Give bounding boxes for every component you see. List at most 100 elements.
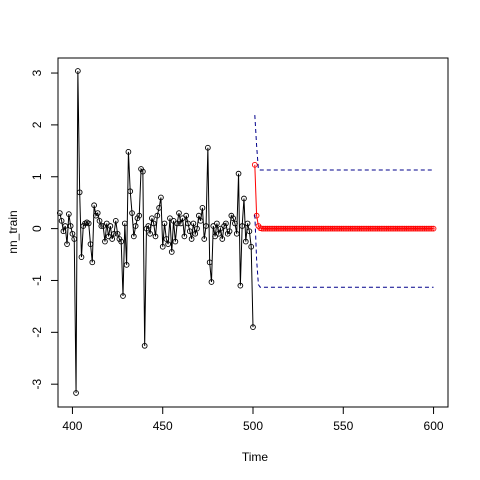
data-point bbox=[344, 225, 350, 232]
data-point bbox=[105, 233, 112, 240]
data-point bbox=[109, 236, 116, 242]
data-point bbox=[253, 212, 260, 219]
data-point bbox=[401, 225, 408, 232]
data-point bbox=[232, 220, 238, 227]
data-point bbox=[154, 212, 161, 219]
data-point bbox=[197, 217, 204, 224]
data-point bbox=[331, 225, 338, 232]
data-point bbox=[311, 225, 318, 232]
data-point bbox=[320, 225, 327, 232]
data-point bbox=[318, 225, 325, 232]
data-point bbox=[266, 225, 273, 232]
x-tick-label: 500 bbox=[243, 419, 263, 433]
data-point bbox=[419, 225, 426, 232]
data-point bbox=[141, 342, 148, 349]
data-point bbox=[201, 236, 208, 242]
data-point bbox=[130, 233, 137, 240]
data-point bbox=[398, 225, 404, 232]
data-point bbox=[230, 215, 236, 222]
data-point bbox=[167, 215, 173, 222]
data-point bbox=[427, 225, 433, 232]
data-point bbox=[248, 243, 255, 250]
data-point bbox=[212, 233, 218, 240]
data-point bbox=[85, 220, 92, 227]
data-point bbox=[277, 225, 283, 232]
data-point bbox=[345, 225, 352, 232]
data-point bbox=[325, 225, 332, 232]
data-point bbox=[214, 220, 220, 227]
y-tick-label: -2 bbox=[30, 327, 44, 338]
data-point bbox=[239, 223, 246, 229]
data-point bbox=[300, 225, 307, 232]
data-point bbox=[358, 225, 365, 232]
data-point bbox=[394, 225, 401, 232]
data-point bbox=[235, 170, 242, 177]
data-point bbox=[107, 223, 114, 229]
x-tick-label: 600 bbox=[424, 419, 444, 433]
data-point bbox=[403, 225, 410, 232]
data-point bbox=[275, 225, 282, 232]
data-point bbox=[233, 230, 240, 237]
data-point bbox=[336, 225, 343, 232]
data-point bbox=[389, 225, 395, 232]
data-point bbox=[172, 238, 179, 245]
y-tick-label: -1 bbox=[30, 275, 44, 286]
data-point bbox=[423, 225, 430, 232]
data-point bbox=[190, 220, 197, 227]
data-point bbox=[302, 225, 309, 232]
data-point bbox=[161, 220, 168, 227]
data-point bbox=[273, 225, 280, 232]
data-point bbox=[264, 225, 271, 232]
data-point bbox=[378, 225, 385, 232]
data-point bbox=[125, 149, 132, 155]
data-point bbox=[329, 225, 336, 232]
data-point bbox=[223, 220, 229, 227]
data-point bbox=[351, 225, 357, 232]
data-point bbox=[174, 220, 181, 227]
data-point bbox=[347, 225, 354, 232]
data-point bbox=[362, 225, 368, 232]
series-line bbox=[254, 164, 434, 230]
data-point bbox=[409, 225, 415, 232]
x-tick-label: 450 bbox=[153, 419, 173, 433]
data-point bbox=[87, 241, 94, 248]
data-point bbox=[405, 225, 412, 232]
data-point bbox=[376, 225, 383, 232]
data-point bbox=[159, 243, 166, 250]
data-point bbox=[327, 225, 334, 232]
data-point bbox=[60, 228, 67, 235]
data-point bbox=[73, 390, 79, 396]
data-point bbox=[103, 220, 110, 227]
data-point bbox=[392, 225, 399, 232]
data-point bbox=[100, 223, 106, 229]
x-tick-label: 550 bbox=[333, 419, 353, 433]
data-point bbox=[298, 225, 305, 232]
data-point bbox=[349, 225, 356, 232]
data-point bbox=[342, 225, 348, 232]
data-point bbox=[250, 324, 256, 330]
y-axis-label: nn_train bbox=[6, 210, 20, 253]
data-point bbox=[177, 220, 184, 227]
data-point bbox=[380, 225, 386, 232]
y-tick-label: 2 bbox=[30, 121, 44, 128]
data-point bbox=[136, 212, 143, 219]
data-point bbox=[132, 223, 139, 229]
data-point bbox=[121, 220, 128, 227]
data-point bbox=[241, 195, 247, 202]
data-point bbox=[91, 202, 97, 209]
data-point bbox=[430, 225, 437, 232]
x-tick-label: 400 bbox=[62, 419, 82, 433]
data-point bbox=[62, 223, 69, 229]
data-point bbox=[279, 225, 285, 232]
data-point bbox=[71, 236, 78, 242]
data-point bbox=[335, 225, 341, 232]
data-point bbox=[69, 230, 76, 237]
data-point bbox=[372, 225, 379, 232]
data-point bbox=[246, 228, 253, 235]
data-point bbox=[111, 230, 117, 237]
data-point bbox=[188, 236, 195, 242]
data-point bbox=[322, 225, 329, 232]
data-point bbox=[291, 225, 298, 232]
data-point bbox=[288, 225, 294, 232]
data-point bbox=[147, 230, 153, 237]
